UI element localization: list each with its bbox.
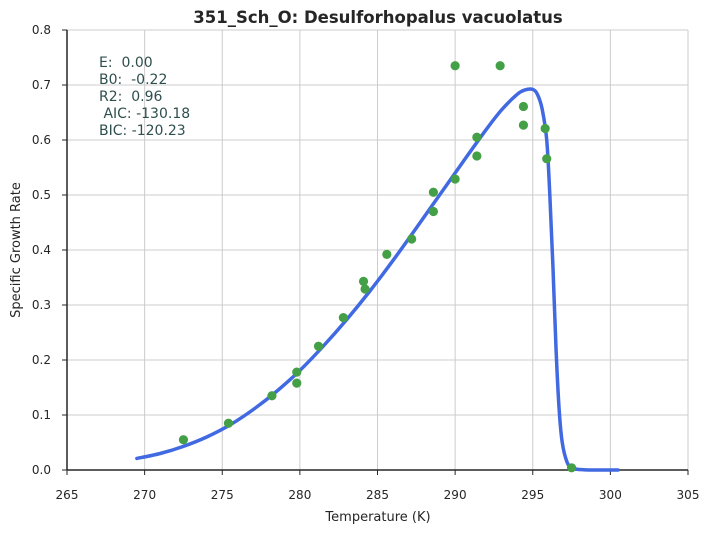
fit-curve-layer — [135, 87, 620, 472]
stat-r2: R2: 0.96 — [99, 89, 163, 105]
tick-labels: 265 270 275 280 285 290 295 300 305 0.0 0.1 0.2 0.3 0… — [32, 23, 700, 502]
data-point — [540, 123, 550, 134]
data-point — [407, 234, 417, 244]
data-point — [428, 187, 438, 197]
y-tick-label: 0.6 — [32, 133, 51, 147]
x-axis-label: Temperature (K) — [324, 510, 430, 525]
data-point — [313, 341, 324, 351]
x-tick-label: 265 — [56, 488, 79, 502]
data-point — [360, 284, 370, 294]
data-point — [382, 249, 392, 259]
data-point — [428, 206, 438, 217]
y-tick-label: 0.3 — [32, 298, 51, 312]
stat-e: E: 0.00 — [99, 55, 153, 71]
stat-aic: AIC: -130.18 — [99, 106, 190, 122]
data-point — [450, 174, 460, 184]
stat-bic: BIC: -120.23 — [99, 123, 186, 139]
y-tick-label: 0.4 — [32, 243, 51, 257]
y-tick-label: 0.8 — [32, 23, 51, 37]
data-point — [542, 154, 552, 164]
y-tick-label: 0.5 — [32, 188, 51, 202]
x-tick-label: 295 — [521, 488, 544, 502]
data-point — [292, 367, 302, 377]
fit-statistics: E: 0.00 B0: -0.22 R2: 0.96 AIC: -130.18 … — [99, 55, 190, 139]
x-tick-label: 270 — [133, 488, 156, 502]
data-point — [566, 463, 577, 473]
data-point — [450, 61, 460, 71]
x-tick-label: 290 — [444, 488, 467, 502]
data-point — [518, 120, 529, 130]
y-axis-label: Specific Growth Rate — [9, 182, 24, 318]
data-point — [267, 391, 277, 401]
data-point — [223, 418, 234, 428]
grid — [66, 29, 689, 471]
data-point — [495, 61, 505, 71]
x-tick-label: 305 — [677, 488, 700, 502]
fit-curve-line — [135, 87, 620, 472]
data-points-layer — [178, 61, 577, 473]
x-tick-label: 285 — [366, 488, 389, 502]
x-tick-label: 280 — [288, 488, 311, 502]
data-point — [472, 151, 482, 161]
y-tick-label: 0.1 — [32, 408, 51, 422]
y-tick-label: 0.2 — [32, 353, 51, 367]
y-tick-label: 0.0 — [32, 463, 51, 477]
chart-title: 351_Sch_O: Desulforhopalus vacuolatus — [193, 8, 563, 27]
x-tick-label: 300 — [599, 488, 622, 502]
data-point — [178, 435, 189, 445]
data-point — [358, 276, 369, 286]
y-tick-label: 0.7 — [32, 78, 51, 92]
stat-b0: B0: -0.22 — [99, 72, 167, 88]
data-point — [518, 101, 529, 112]
data-point — [338, 313, 348, 323]
data-point — [472, 132, 482, 142]
x-tick-label: 275 — [211, 488, 234, 502]
data-point — [292, 378, 302, 388]
